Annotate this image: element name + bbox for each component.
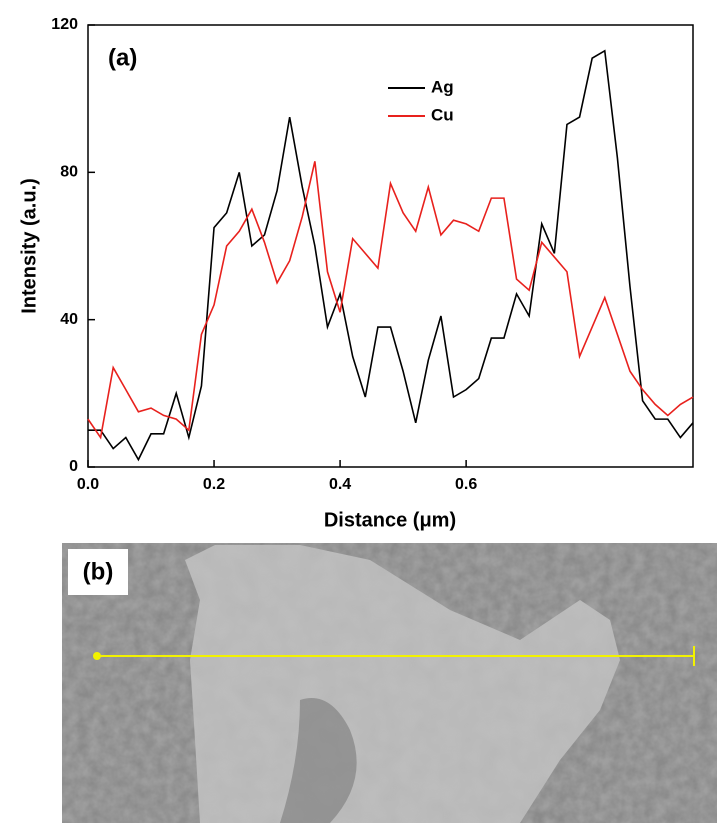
y-tick-label: 40 — [60, 311, 78, 328]
legend-label: Ag — [431, 77, 454, 96]
panel-label: (b) — [83, 558, 114, 585]
y-tick-label: 0 — [69, 458, 78, 475]
sem-image: (b) — [62, 543, 717, 823]
y-tick-label: 120 — [51, 16, 78, 33]
x-tick-label: 0.0 — [77, 476, 99, 493]
data-line — [87, 161, 694, 440]
x-tick-label: 0.2 — [203, 476, 225, 493]
plot-frame — [87, 24, 694, 468]
y-tick-label: 80 — [60, 164, 78, 181]
legend-label: Cu — [431, 105, 454, 124]
x-tick-label: 0.4 — [329, 476, 351, 493]
y-axis-label: Intensity (a.u.) — [18, 178, 40, 314]
x-tick-label: 0.6 — [455, 476, 477, 493]
x-axis-label: Distance (μm) — [324, 509, 456, 531]
panel-label: (a) — [108, 44, 137, 71]
data-line — [88, 49, 694, 462]
